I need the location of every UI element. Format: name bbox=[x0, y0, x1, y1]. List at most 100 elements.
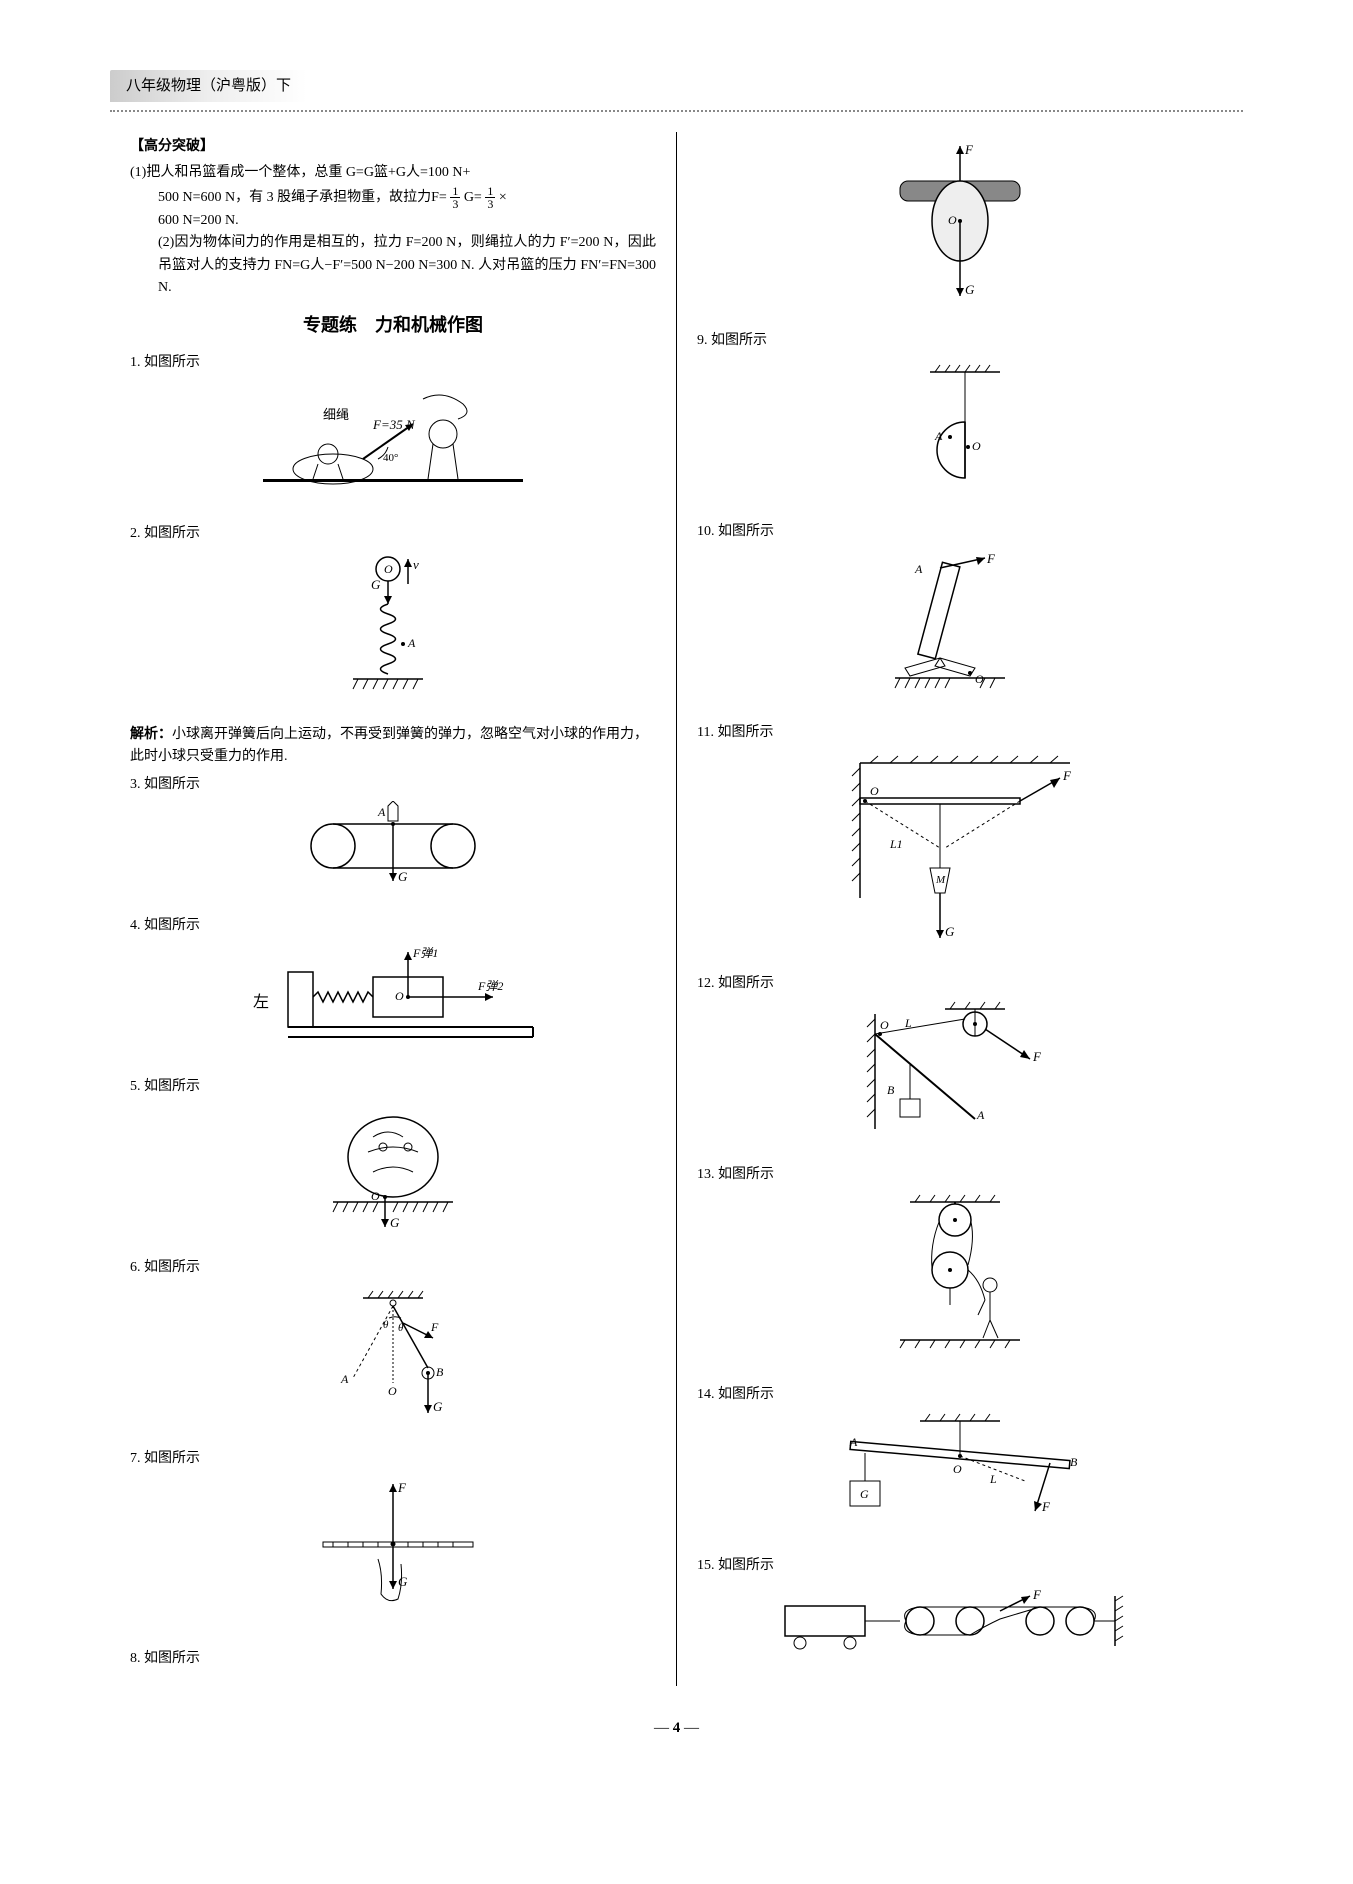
fig14-O: O bbox=[953, 1462, 962, 1476]
fig12-B: B bbox=[887, 1083, 895, 1097]
fig6-B: B bbox=[436, 1365, 444, 1379]
answer-14-label: 14. 如图所示 bbox=[697, 1384, 1223, 1406]
answer-6-label: 6. 如图所示 bbox=[130, 1257, 656, 1279]
figure-7: F G bbox=[130, 1474, 656, 1632]
fig12-F: F bbox=[1032, 1049, 1042, 1064]
figure-14: O A B G L F bbox=[697, 1411, 1223, 1539]
fig10-O: O bbox=[975, 672, 984, 686]
fig14-A: A bbox=[849, 1435, 858, 1449]
figure-6: B A G F θ θ O bbox=[130, 1283, 656, 1431]
fig14-B: B bbox=[1070, 1455, 1078, 1469]
den: 3 bbox=[450, 198, 460, 210]
fig2-G: G bbox=[371, 577, 381, 592]
fig11-O: O bbox=[870, 784, 879, 798]
two-column-layout: 【高分突破】 (1)把人和吊篮看成一个整体，总重 G=G篮+G人=100 N+ … bbox=[110, 132, 1243, 1686]
fig14-L: L bbox=[989, 1472, 997, 1486]
answer-5-label: 5. 如图所示 bbox=[130, 1076, 656, 1098]
fig10-A: A bbox=[914, 562, 923, 576]
fig7-G: G bbox=[398, 1574, 408, 1589]
fig6-O: O bbox=[388, 1384, 397, 1398]
answer-7-label: 7. 如图所示 bbox=[130, 1448, 656, 1470]
problem-12-part2: (2)因为物体间力的作用是相互的，拉力 F=200 N，则绳拉人的力 F′=20… bbox=[130, 232, 656, 299]
answer-1-label: 1. 如图所示 bbox=[130, 352, 656, 374]
fig9-A: A bbox=[934, 429, 943, 443]
answer-2-analysis: 解析：小球离开弹簧后向上运动，不再受到弹簧的弹力，忽略空气对小球的作用力，此时小… bbox=[130, 724, 656, 769]
figure-egg: F O G bbox=[697, 136, 1223, 314]
answer-2-label: 2. 如图所示 bbox=[130, 523, 656, 545]
figure-12: O L F A B bbox=[697, 999, 1223, 1147]
p12-1c-text: G= bbox=[464, 190, 482, 205]
problem-12-part1a: (1)把人和吊篮看成一个整体，总重 G=G篮+G人=100 N+ bbox=[130, 165, 470, 180]
fig1-force-label: F=35 N bbox=[372, 417, 416, 432]
answer-4-label: 4. 如图所示 bbox=[130, 915, 656, 937]
analysis-text: 小球离开弹簧后向上运动，不再受到弹簧的弹力，忽略空气对小球的作用力，此时小球只受… bbox=[130, 727, 648, 764]
fig5-G: G bbox=[390, 1215, 400, 1230]
fig11-F: F bbox=[1062, 768, 1072, 783]
fig3-A: A bbox=[377, 805, 386, 819]
problem-12-part1b: 500 N=600 N，有 3 股绳子承担物重，故拉力F= 13 G= 13 × bbox=[130, 190, 507, 205]
fig12-A: A bbox=[976, 1108, 985, 1122]
figure-3: A G bbox=[130, 801, 656, 899]
figure-4: 左 O F弹1 F弹2 bbox=[130, 942, 656, 1060]
figegg-G: G bbox=[965, 282, 975, 297]
fig6-theta1: θ bbox=[383, 1319, 389, 1331]
fig15-F: F bbox=[1032, 1587, 1042, 1602]
answer-11-label: 11. 如图所示 bbox=[697, 722, 1223, 744]
problem-12-part1e: 600 N=200 N. bbox=[130, 213, 239, 228]
answer-12-label: 12. 如图所示 bbox=[697, 973, 1223, 995]
fig1-angle-label: 40° bbox=[383, 452, 398, 464]
fig10-F: F bbox=[986, 551, 996, 566]
frac-1-3b: 13 bbox=[485, 185, 495, 210]
p12-1b-text: 500 N=600 N，有 3 股绳子承担物重，故拉力F= bbox=[158, 190, 447, 205]
frac-1-3a: 13 bbox=[450, 185, 460, 210]
answer-13-label: 13. 如图所示 bbox=[697, 1164, 1223, 1186]
fig6-A: A bbox=[340, 1372, 349, 1386]
fig6-F: F bbox=[430, 1320, 439, 1334]
fig11-L1: L1 bbox=[889, 837, 903, 851]
answer-8-label: 8. 如图所示 bbox=[130, 1648, 656, 1670]
fig2-O: O bbox=[384, 562, 393, 576]
answer-9-label: 9. 如图所示 bbox=[697, 330, 1223, 352]
header-divider bbox=[110, 110, 1243, 112]
fig9-O: O bbox=[972, 439, 981, 453]
figure-5: O G bbox=[130, 1102, 656, 1240]
p12-1d-text: × bbox=[499, 190, 507, 205]
answer-15-label: 15. 如图所示 bbox=[697, 1555, 1223, 1577]
num: 1 bbox=[485, 185, 495, 198]
figure-1: 细绳 F=35 N 40° bbox=[130, 379, 656, 507]
fig2-v: v bbox=[413, 557, 419, 572]
fig4-F2: F弹2 bbox=[477, 979, 503, 993]
page-number-value: 4 bbox=[673, 1720, 681, 1736]
fig4-F1: F弹1 bbox=[412, 946, 438, 960]
left-column: 【高分突破】 (1)把人和吊篮看成一个整体，总重 G=G篮+G人=100 N+ … bbox=[110, 132, 677, 1686]
fig11-G: G bbox=[945, 924, 955, 939]
analysis-label: 解析： bbox=[130, 727, 172, 742]
num: 1 bbox=[450, 185, 460, 198]
breakthrough-title: 【高分突破】 bbox=[130, 136, 656, 158]
fig3-G: G bbox=[398, 869, 408, 884]
fig12-O: O bbox=[880, 1018, 889, 1032]
fig11-M: M bbox=[935, 874, 946, 886]
right-column: F O G 9. 如图所示 A O bbox=[677, 132, 1243, 1686]
answer-10-label: 10. 如图所示 bbox=[697, 521, 1223, 543]
fig6-theta2: θ bbox=[398, 1322, 404, 1334]
fig6-G: G bbox=[433, 1399, 443, 1414]
fig4-O: O bbox=[395, 989, 404, 1003]
page-number: — 4 — bbox=[110, 1716, 1243, 1740]
answer-3-label: 3. 如图所示 bbox=[130, 774, 656, 796]
figure-15: F bbox=[697, 1581, 1223, 1669]
problem-12: (1)把人和吊篮看成一个整体，总重 G=G篮+G人=100 N+ 500 N=6… bbox=[130, 162, 656, 299]
fig4-left: 左 bbox=[253, 993, 269, 1011]
fig7-F: F bbox=[397, 1480, 407, 1495]
fig12-L: L bbox=[904, 1016, 912, 1030]
figure-13 bbox=[697, 1190, 1223, 1368]
figegg-O: O bbox=[948, 213, 957, 227]
figure-2: O G v A bbox=[130, 549, 656, 707]
figure-10: A F O bbox=[697, 548, 1223, 706]
figegg-F: F bbox=[964, 142, 974, 157]
figure-11: O F L1 M G bbox=[697, 748, 1223, 956]
fig14-G: G bbox=[860, 1487, 869, 1501]
fig5-O: O bbox=[371, 1189, 380, 1203]
fig2-A: A bbox=[407, 636, 416, 650]
den: 3 bbox=[485, 198, 495, 210]
